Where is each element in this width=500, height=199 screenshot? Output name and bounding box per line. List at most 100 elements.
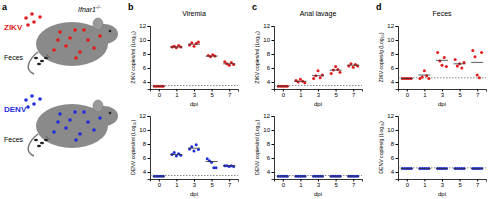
- data-point: [441, 64, 444, 67]
- tick-label: 10: [263, 37, 270, 43]
- panel-label: b: [128, 2, 134, 12]
- virus-dot: [92, 46, 96, 50]
- tick: 12: [263, 23, 274, 29]
- mean-line: [330, 70, 342, 71]
- tick-label: 3: [193, 182, 197, 188]
- data-point: [471, 49, 474, 52]
- tick-mark: [148, 68, 151, 69]
- virus-dot: [98, 34, 102, 38]
- axis-line: [272, 27, 275, 90]
- data-point: [195, 143, 198, 146]
- mean-line: [206, 161, 218, 162]
- tick-mark: [442, 179, 443, 182]
- mouse: DENVFeces: [4, 94, 118, 156]
- plot-area: [150, 41, 238, 88]
- data-point: [330, 72, 333, 75]
- sample-label: Feces: [4, 54, 24, 61]
- feces-pellet: [37, 63, 41, 65]
- tick-label: 7: [228, 92, 232, 98]
- tick-mark: [424, 179, 425, 182]
- x-axis: 01357: [275, 179, 363, 188]
- tick: 12: [139, 23, 150, 29]
- tick-label: 12: [387, 23, 394, 29]
- panel-label: d: [376, 2, 382, 12]
- data-point: [317, 69, 320, 72]
- mean-line: [418, 168, 430, 169]
- data-point: [427, 77, 430, 80]
- data-point: [454, 58, 457, 61]
- virus-label: ZIKV: [4, 23, 23, 32]
- x-axis: 01357: [275, 89, 363, 98]
- tick: 0: [406, 89, 410, 98]
- tick: 6: [267, 155, 274, 161]
- axis-line: [272, 117, 275, 180]
- chart-title: Anal lavage: [300, 10, 337, 18]
- plot-area: [274, 175, 362, 178]
- chart: Feces468101201357ZIKV copies/g (Log₁₀)dp…: [378, 10, 487, 107]
- tick-mark: [176, 89, 177, 92]
- tick-label: 4: [267, 169, 271, 175]
- chart-title: Feces: [432, 10, 452, 17]
- tick: 0: [158, 89, 162, 98]
- feces-pellet: [40, 142, 44, 144]
- tick: 4: [143, 169, 150, 175]
- tick-mark: [283, 179, 284, 182]
- tick-mark: [318, 89, 319, 92]
- tick: 7: [228, 89, 232, 98]
- mouse-eye: [109, 30, 112, 33]
- tick-mark: [272, 82, 275, 83]
- tick-label: 8: [391, 51, 395, 57]
- virus-dot: [24, 16, 28, 20]
- tick-mark: [460, 179, 461, 182]
- tick: 0: [158, 179, 162, 188]
- tick-mark: [442, 89, 443, 92]
- x-axis-title: dpi: [438, 191, 446, 197]
- tick-mark: [353, 179, 354, 182]
- tick: 10: [263, 127, 274, 133]
- tick: 7: [228, 179, 232, 188]
- tick-mark: [396, 144, 399, 145]
- mean-line: [436, 60, 448, 61]
- mean-line: [330, 176, 342, 177]
- tick-label: 7: [352, 182, 356, 188]
- mean-line: [471, 168, 483, 169]
- virus-dot: [58, 30, 62, 34]
- plot-area: [274, 62, 362, 87]
- tick: 12: [387, 113, 398, 119]
- tick-mark: [396, 172, 399, 173]
- tick-mark: [148, 82, 151, 83]
- tick: 3: [193, 179, 197, 188]
- data-point: [197, 41, 200, 44]
- virus-dot: [64, 126, 68, 130]
- axis-line: [399, 90, 487, 92]
- mouse-tail: [28, 134, 38, 156]
- tick-mark: [477, 89, 478, 92]
- tick-label: 5: [458, 182, 462, 188]
- y-axis: 4681012: [139, 23, 150, 89]
- tick-label: 1: [175, 92, 179, 98]
- tick: 4: [391, 79, 398, 85]
- data-point: [480, 51, 483, 54]
- tick-mark: [283, 89, 284, 92]
- tick-mark: [229, 179, 230, 182]
- tick: 1: [423, 179, 427, 188]
- plot-area: [398, 49, 486, 80]
- panel-label: c: [252, 2, 257, 12]
- virus-dot: [32, 102, 36, 106]
- tick: 6: [267, 65, 274, 71]
- tick-mark: [318, 179, 319, 182]
- plot-area: [398, 167, 486, 170]
- tick-mark: [272, 158, 275, 159]
- virus-dot: [78, 50, 82, 54]
- tick-mark: [396, 54, 399, 55]
- tick-label: 1: [299, 182, 303, 188]
- data-point: [215, 166, 218, 169]
- virus-dot: [86, 120, 90, 124]
- tick-label: 7: [228, 182, 232, 188]
- mean-line: [294, 81, 306, 82]
- virus-dot: [26, 23, 30, 27]
- tick-label: 5: [334, 182, 338, 188]
- tick-mark: [148, 40, 151, 41]
- tick-label: 12: [263, 113, 270, 119]
- tick-mark: [407, 179, 408, 182]
